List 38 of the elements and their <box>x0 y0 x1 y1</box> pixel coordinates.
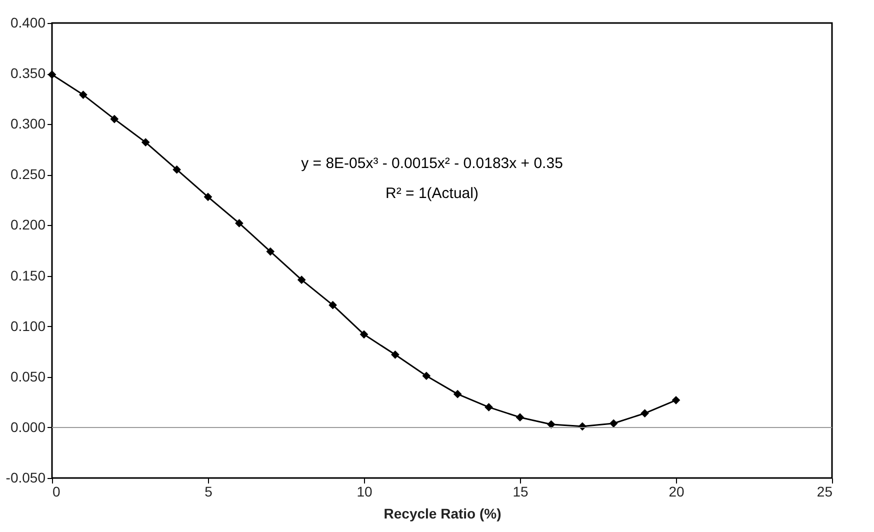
point <box>422 372 431 380</box>
point <box>266 247 275 256</box>
point <box>79 90 88 99</box>
y-tick-label: 0.250 <box>10 166 46 182</box>
point <box>235 219 244 228</box>
point <box>141 138 150 146</box>
y-tick-label: 0.400 <box>10 14 46 30</box>
annotation: y = 8E-05x³ - 0.0015x² - 0.0183x + 0.35 <box>301 155 563 172</box>
y-tick-label: -0.050 <box>6 470 46 486</box>
x-tick-label: 5 <box>204 484 213 500</box>
y-tick-label: 0.300 <box>10 116 46 132</box>
point <box>110 114 119 124</box>
point <box>516 413 524 422</box>
point <box>484 403 493 412</box>
point <box>204 192 212 202</box>
point <box>453 390 462 398</box>
y-tick-label: 0.350 <box>10 65 46 82</box>
annotation: R² = 1(Actual) <box>386 185 478 202</box>
x-tick-label: 15 <box>512 484 528 500</box>
y-tick-label: 0.200 <box>10 216 46 233</box>
point <box>609 419 618 428</box>
point <box>172 165 181 174</box>
x-tick-label: 0 <box>52 484 60 500</box>
y-tick-label: 0.050 <box>10 368 46 384</box>
y-tick-label: 0.100 <box>10 318 46 334</box>
point <box>360 330 368 339</box>
y-tick-label: 0.000 <box>10 418 46 435</box>
point <box>328 300 337 310</box>
x-tick-label: 10 <box>356 484 372 500</box>
point <box>640 409 649 418</box>
point <box>391 350 400 359</box>
x-tick-label: 20 <box>668 484 684 500</box>
point <box>672 396 680 404</box>
x-tick-label: 25 <box>816 484 833 500</box>
x-axis-title: Recycle Ratio (%) <box>384 506 502 522</box>
point <box>547 420 556 429</box>
point <box>297 276 306 284</box>
y-tick-label: 0.150 <box>10 267 46 284</box>
